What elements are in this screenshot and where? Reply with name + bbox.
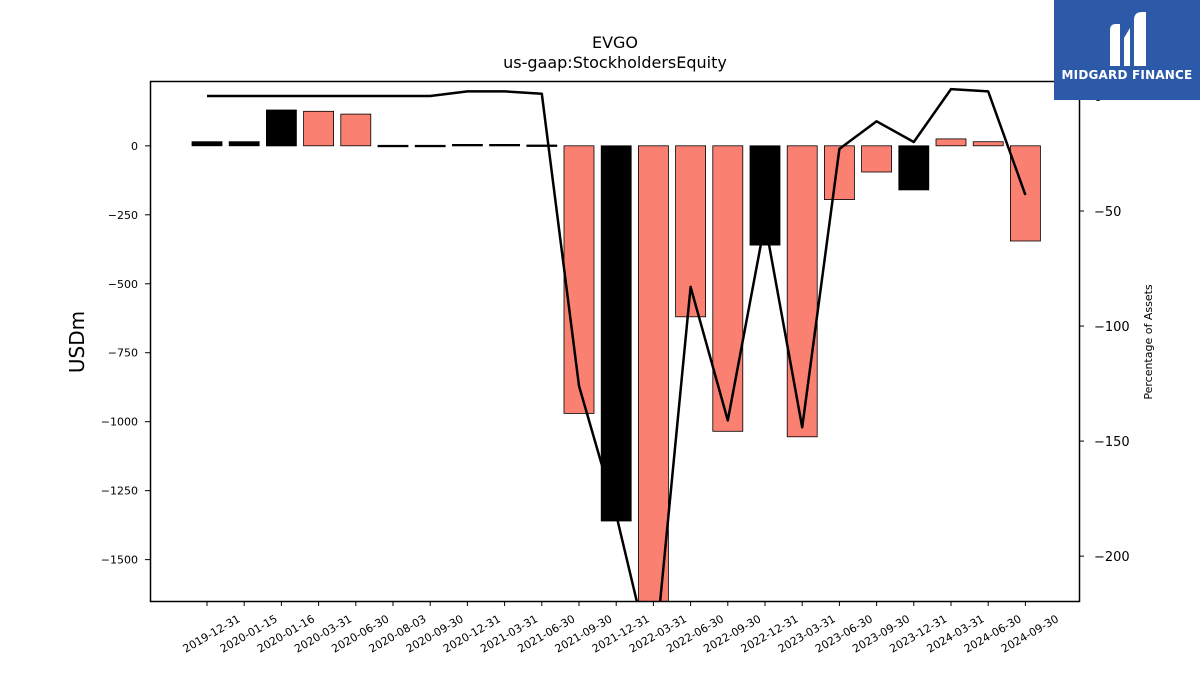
y2-tick-label: −50 bbox=[1094, 205, 1121, 220]
y2-tick-label: −200 bbox=[1094, 550, 1130, 565]
chart-title: EVGO bbox=[592, 33, 638, 52]
bar bbox=[712, 145, 744, 432]
midgard-m-icon bbox=[1110, 12, 1146, 66]
bar bbox=[265, 109, 297, 147]
bar bbox=[786, 145, 818, 438]
chart-subtitle: us-gaap:StockholdersEquity bbox=[503, 53, 727, 72]
bar bbox=[749, 145, 781, 246]
bar bbox=[526, 144, 558, 147]
bar bbox=[377, 144, 409, 148]
bar bbox=[489, 143, 521, 147]
y2-axis-label: Percentage of Assets bbox=[1142, 284, 1155, 400]
bar bbox=[563, 145, 595, 414]
y-tick-label: −1500 bbox=[101, 554, 138, 567]
bar bbox=[191, 141, 223, 147]
y-axis-label: USDm bbox=[65, 311, 89, 373]
plot-frame bbox=[149, 80, 1081, 603]
bar bbox=[638, 145, 669, 601]
bar bbox=[451, 143, 483, 147]
bar bbox=[898, 145, 930, 191]
bar bbox=[600, 145, 632, 522]
bar bbox=[303, 110, 335, 147]
midgard-logo: MIDGARD FINANCE bbox=[1054, 0, 1200, 100]
percentage-line bbox=[207, 87, 1027, 601]
bar bbox=[861, 145, 892, 173]
bar bbox=[228, 141, 260, 147]
y2-tick-label: −100 bbox=[1094, 320, 1130, 335]
logo-text: MIDGARD FINANCE bbox=[1061, 68, 1193, 82]
y-tick-label: −250 bbox=[108, 209, 138, 222]
y-tick-label: −750 bbox=[108, 347, 138, 360]
y-tick-label: −500 bbox=[108, 278, 138, 291]
bar bbox=[972, 141, 1004, 147]
bar bbox=[340, 113, 372, 147]
bar bbox=[935, 138, 967, 147]
y-tick-label: 0 bbox=[131, 140, 138, 153]
bar bbox=[414, 144, 446, 148]
y-tick-label: −1250 bbox=[101, 485, 138, 498]
y2-tick-label: −150 bbox=[1094, 435, 1130, 450]
y-tick-label: −1000 bbox=[101, 416, 138, 429]
